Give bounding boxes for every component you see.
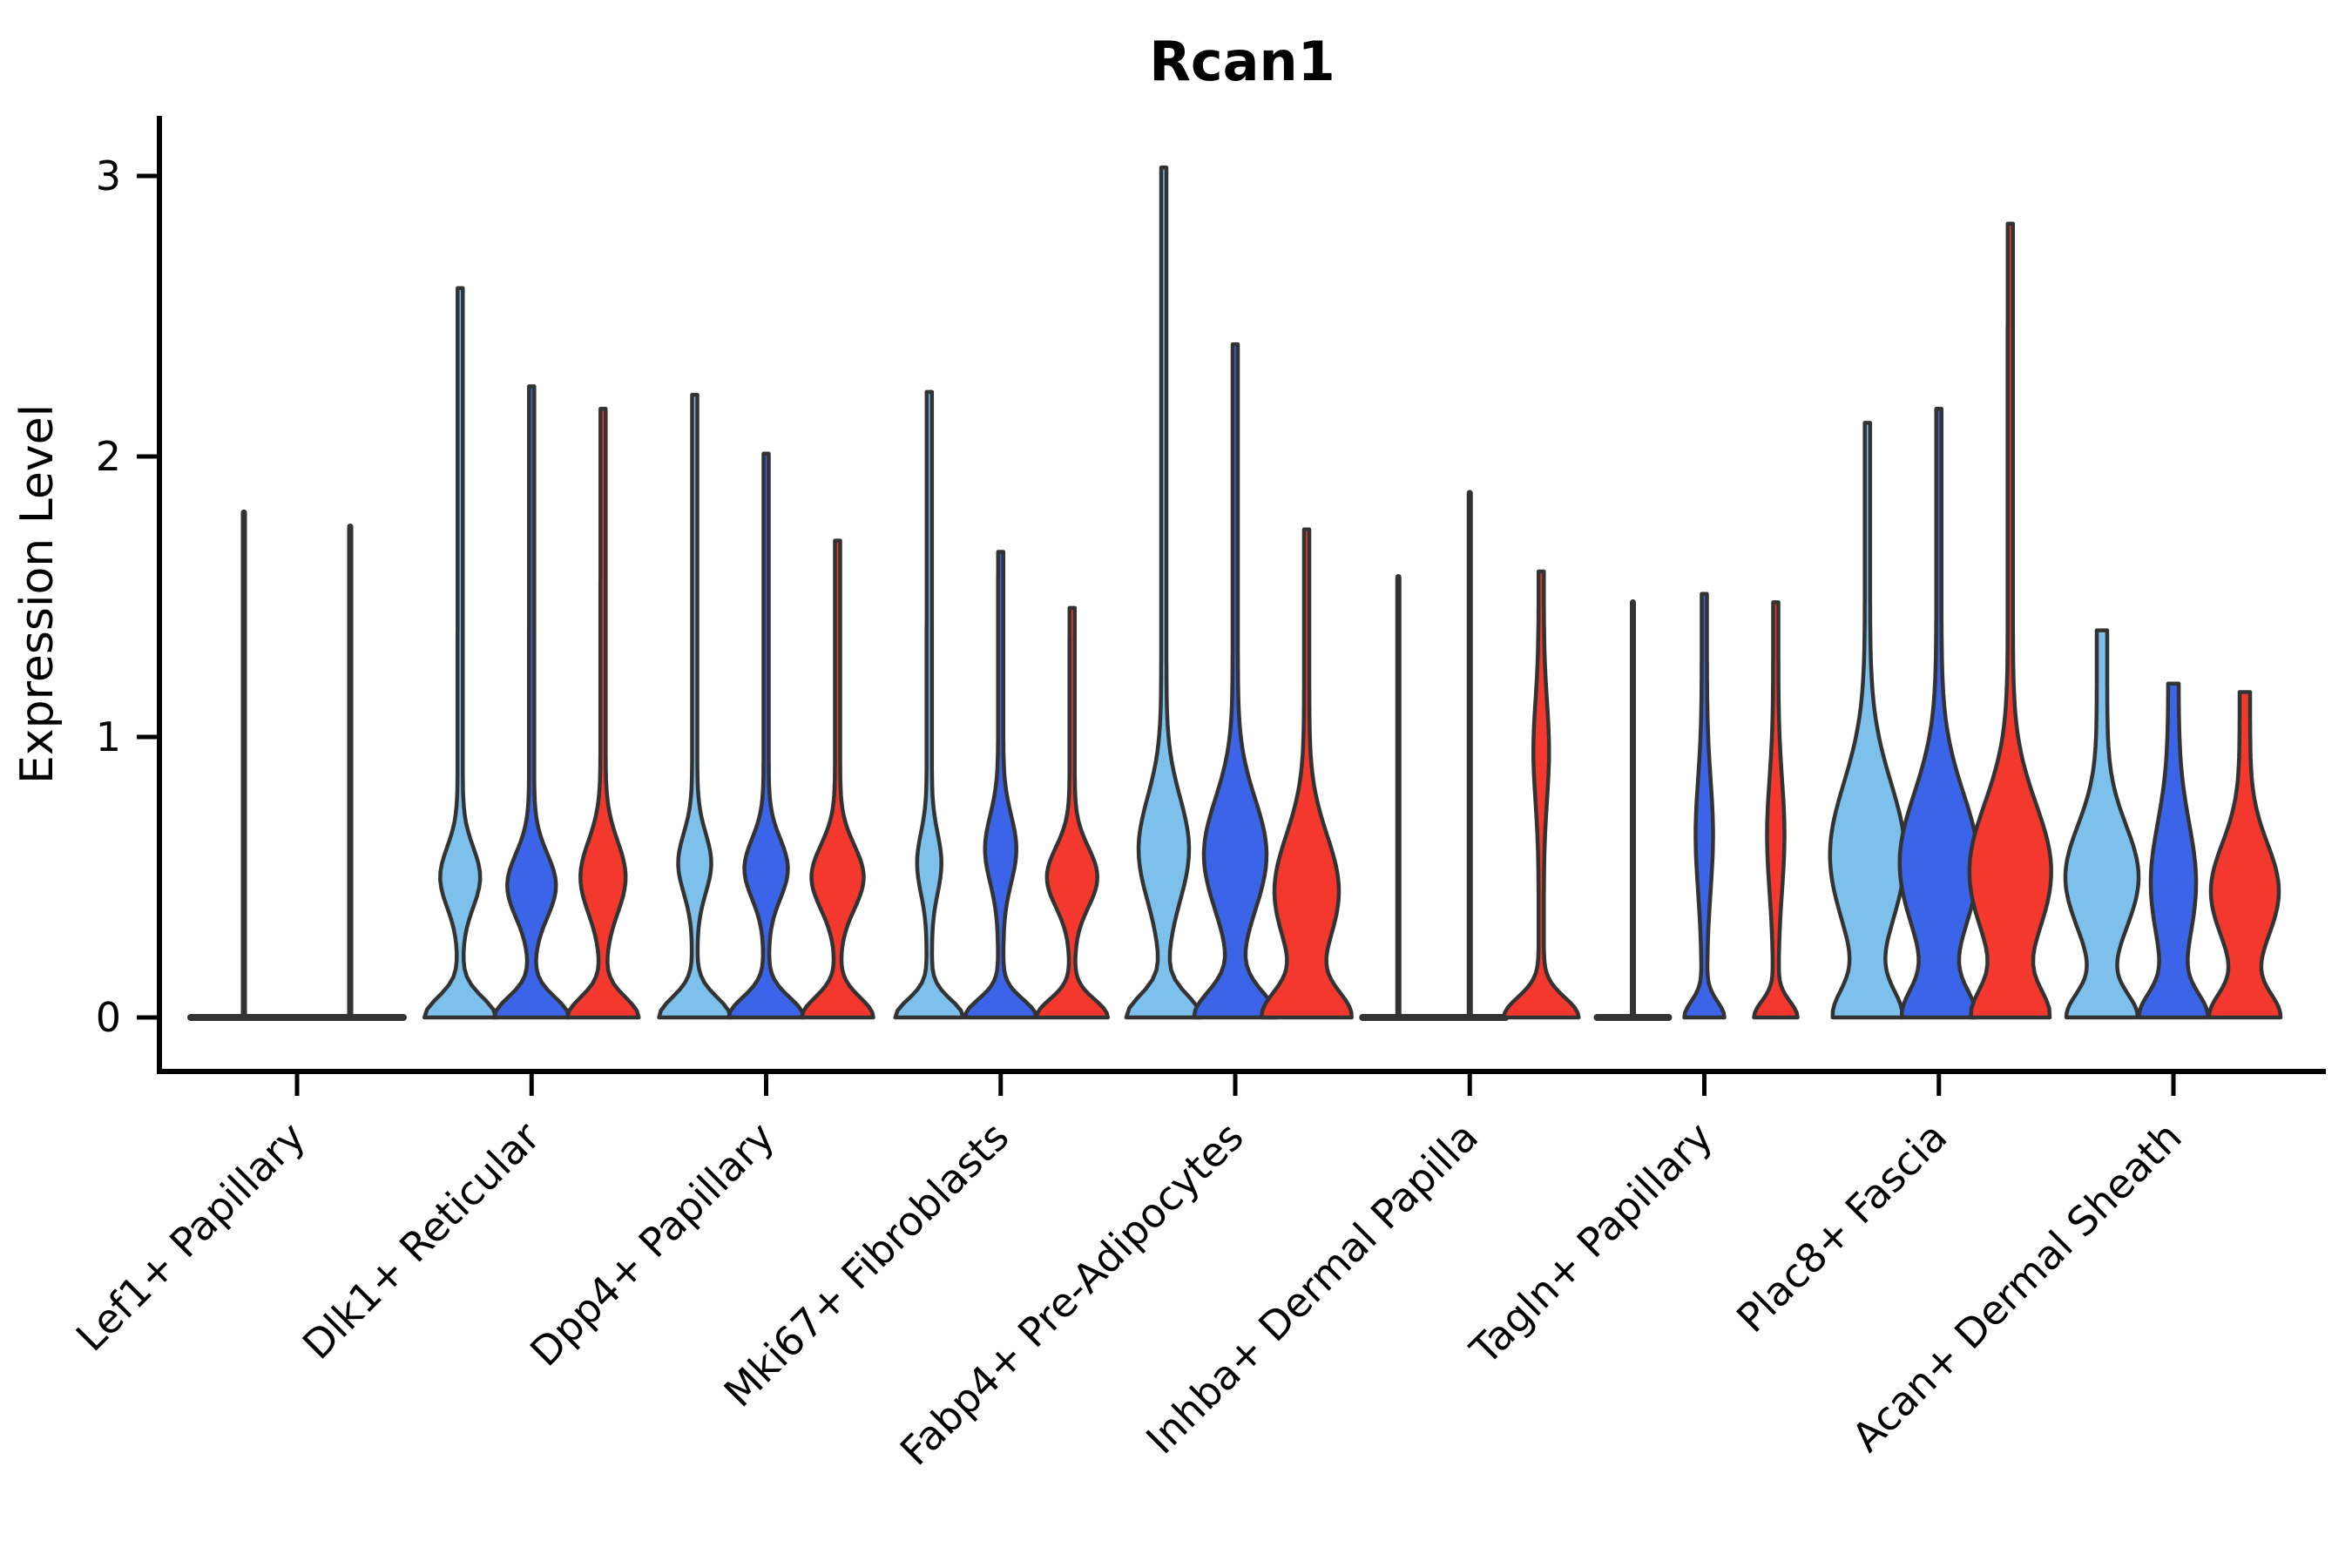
violin-red: [1034, 605, 1111, 1020]
violin-red: [1752, 600, 1800, 1020]
violin-light-blue: [893, 389, 966, 1020]
violin-dark-blue: [1682, 591, 1727, 1020]
violin-light-blue: [1124, 166, 1204, 1020]
y-tick-label: 3: [96, 152, 121, 199]
chart-title: Rcan1: [1149, 30, 1335, 93]
violin-dark-blue: [963, 550, 1039, 1020]
violins-layer: [187, 166, 2283, 1021]
x-tick-label: Lef1+ Papillary: [67, 1113, 314, 1361]
violin-red: [1501, 569, 1581, 1020]
violin-red: [1260, 527, 1354, 1020]
x-tick-label: Dpp4+ Papillary: [521, 1113, 783, 1375]
violin-dark-blue: [727, 451, 806, 1020]
violin-red: [2207, 690, 2283, 1020]
violin-light-blue: [422, 286, 498, 1020]
violin-dark-blue: [2137, 681, 2210, 1020]
violin-light-blue: [2063, 628, 2141, 1020]
violin-red: [1967, 221, 2053, 1020]
violin-dark-blue: [491, 384, 571, 1020]
violin-dark-blue: [1897, 407, 1980, 1020]
x-tick-label: Plac8+ Fascia: [1727, 1113, 1956, 1342]
violin-light-blue: [657, 392, 733, 1020]
violin-dark-blue: [1192, 341, 1279, 1020]
violin-light-blue: [1828, 421, 1907, 1020]
x-tick-label: Dlk1+ Reticular: [294, 1113, 549, 1369]
x-tick-label: Tagln+ Papillary: [1461, 1113, 1722, 1375]
y-tick-label: 1: [96, 713, 121, 760]
violin-red: [800, 538, 875, 1020]
y-tick-label: 2: [96, 433, 121, 480]
violin-red: [564, 407, 641, 1020]
y-tick-label: 0: [96, 994, 121, 1041]
y-axis-label: Expression Level: [11, 404, 64, 784]
